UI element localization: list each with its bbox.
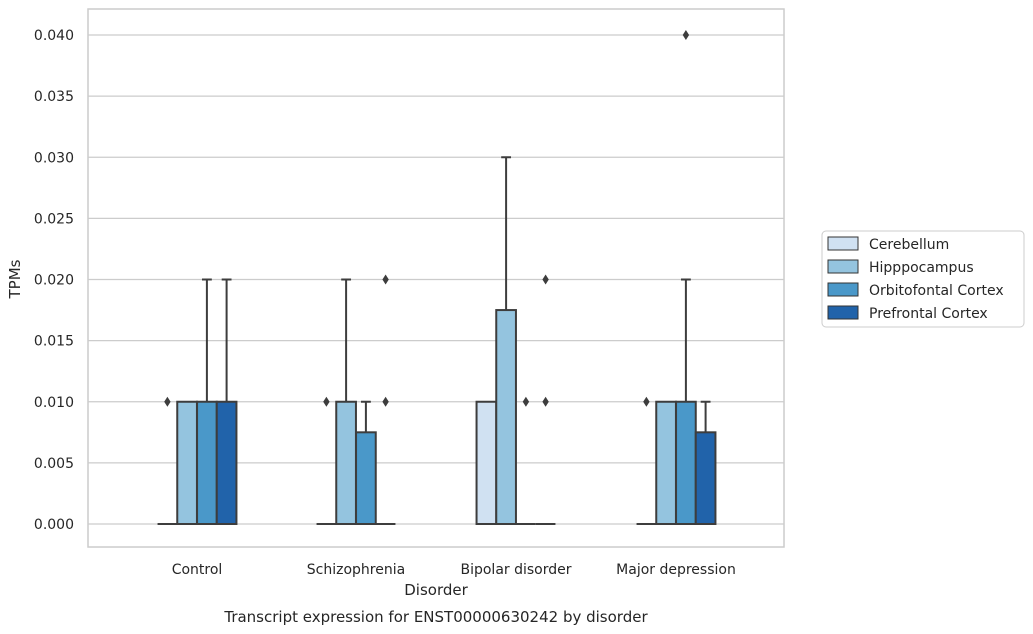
legend-label: Prefrontal Cortex	[869, 306, 988, 322]
box-group	[636, 396, 657, 525]
box-group	[516, 396, 536, 525]
box-group	[375, 274, 396, 525]
box-plot-boxes	[157, 30, 717, 525]
box-group	[675, 30, 697, 525]
x-tick-label: Major depression	[616, 562, 736, 578]
box-group	[335, 278, 357, 525]
legend-label: Cerebellum	[869, 237, 949, 253]
outlier-marker	[542, 396, 549, 407]
box-group	[176, 400, 198, 525]
y-axis-ticks: 0.000 0.005 0.010 0.015 0.020 0.025 0.030 0.035…	[34, 28, 74, 533]
outlier-marker	[643, 396, 650, 407]
y-tick-label: 0.035	[34, 89, 74, 105]
y-tick-label: 0.000	[34, 517, 74, 533]
x-axis-ticks: Control Schizophrenia Bipolar disorder Majo…	[172, 562, 736, 578]
x-tick-label: Control	[172, 562, 223, 578]
box-iqr	[675, 400, 697, 525]
y-axis-label: TPMs	[6, 259, 24, 299]
box-iqr	[196, 400, 218, 525]
box-group	[157, 396, 178, 525]
chart-caption: Transcript expression for ENST0000063024…	[223, 608, 648, 626]
legend-swatch	[827, 236, 859, 251]
y-tick-label: 0.010	[34, 395, 74, 411]
box-group	[655, 400, 677, 525]
outlier-marker	[542, 274, 549, 285]
outlier-marker	[382, 274, 389, 285]
box-group	[196, 278, 218, 525]
box-iqr	[215, 400, 238, 525]
legend-swatch	[827, 305, 859, 320]
y-tick-label: 0.030	[34, 150, 74, 166]
plot-frame	[87, 8, 785, 548]
box-group	[535, 274, 556, 525]
legend-swatch	[827, 259, 859, 274]
legend: Cerebellum Hipppocampus Orbitofontal Corte…	[821, 230, 1025, 328]
box-iqr	[495, 309, 517, 525]
outlier-marker	[323, 396, 330, 407]
box-iqr	[694, 431, 717, 525]
outlier-marker	[164, 396, 171, 407]
x-axis-label: Disorder	[404, 581, 468, 599]
y-tick-label: 0.040	[34, 28, 74, 44]
box-iqr	[475, 400, 498, 525]
legend-label: Orbitofontal Cortex	[869, 283, 1004, 299]
y-tick-label: 0.015	[34, 334, 74, 350]
legend-swatch	[827, 282, 859, 297]
outlier-marker	[522, 396, 530, 407]
outlier-marker	[382, 396, 389, 407]
box-iqr	[655, 400, 677, 525]
box-group	[495, 156, 517, 525]
box-group	[694, 400, 717, 525]
box-group	[215, 278, 238, 525]
box-iqr	[176, 400, 198, 525]
box-group	[355, 400, 377, 525]
y-tick-label: 0.025	[34, 211, 74, 227]
box-group	[316, 396, 337, 525]
x-tick-label: Bipolar disorder	[460, 562, 571, 578]
box-iqr	[335, 400, 357, 525]
legend-frame	[821, 230, 1025, 328]
outlier-marker	[682, 30, 690, 40]
legend-label: Hipppocampus	[869, 260, 974, 276]
y-tick-label: 0.020	[34, 273, 74, 289]
y-tick-label: 0.005	[34, 456, 74, 472]
box-group	[475, 400, 498, 525]
x-tick-label: Schizophrenia	[307, 562, 405, 578]
box-iqr	[355, 431, 377, 525]
